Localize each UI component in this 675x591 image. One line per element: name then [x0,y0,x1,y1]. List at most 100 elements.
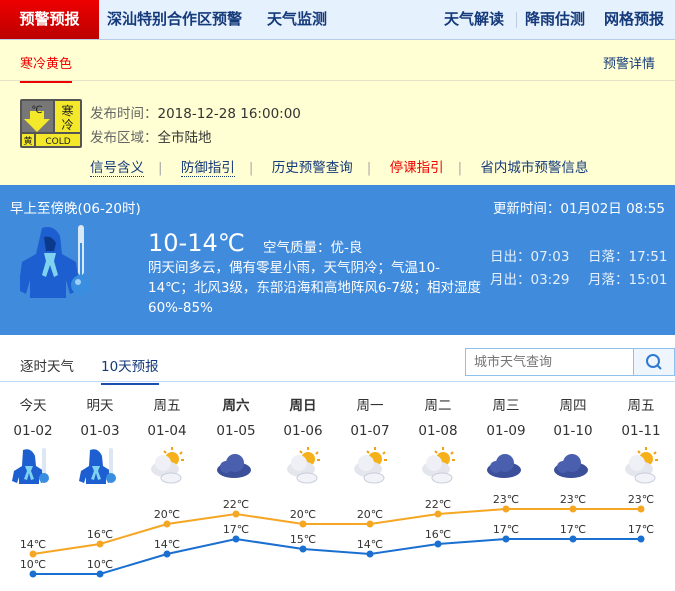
search-button[interactable] [633,349,674,375]
sunrise: 日出：07:03 [490,249,570,265]
day-name: 周三 [492,398,520,414]
day-name: 周二 [424,398,452,414]
city-search [465,348,675,376]
low-temp-label: 17℃ [560,523,586,536]
low-temp-line [33,537,641,575]
sunset: 日落：17:51 [588,249,668,265]
high-temp-point [502,505,510,513]
day-date: 01-06 [283,423,323,439]
cloudy-icon [554,454,588,478]
top-nav: 预警预报 深汕特别合作区预警 天气监测 天气解读 降雨估测 网格预报 [0,0,675,40]
high-temp-label: 23℃ [628,493,654,506]
low-temp-label: 14℃ [154,538,180,551]
low-temp-point [434,540,442,548]
badge-english: COLD [45,137,70,147]
low-temp-point [569,535,577,543]
current-temp: 10-14℃ [148,229,245,257]
search-icon [646,354,662,370]
nav-grid-forecast[interactable]: 网格预报 [604,10,665,28]
high-temp-label: 14℃ [20,538,46,551]
day-date: 01-10 [553,423,593,439]
divider [516,12,517,28]
nav-warning-forecast[interactable]: 预警预报 [0,0,99,39]
warning-tab-row: 寒冷黄色 预警详情 [0,40,675,83]
low-temp-label: 17℃ [223,523,249,536]
low-temp-label: 16℃ [425,528,451,541]
high-temp-label: 20℃ [290,508,316,521]
warning-detail-link[interactable]: 预警详情 [602,57,655,72]
high-temp-point [299,520,307,528]
low-temp-point [232,535,240,543]
weather-description: 阴天间多云，偶有零星小雨，天气阴冷；气温10-14℃；北风3级，东部沿海和高地阵… [148,260,481,316]
high-temp-point [434,510,442,518]
badge-level: 黄 [23,135,32,147]
high-temp-label: 22℃ [223,498,249,511]
low-temp-label: 17℃ [493,523,519,536]
high-temp-label: 20℃ [357,508,383,521]
high-temp-label: 20℃ [154,508,180,521]
high-temp-label: 23℃ [560,493,586,506]
partly-cloudy-icon [422,447,455,484]
link-class-suspension[interactable]: 停课指引 [389,160,444,176]
day-name: 周五 [153,398,181,414]
low-temp-point [163,550,171,558]
low-temp-label: 17℃ [628,523,654,536]
day-name: 周一 [356,398,384,414]
high-temp-point [232,510,240,518]
cloudy-icon [217,454,251,478]
badge-char2: 冷 [61,118,73,132]
forecast-period: 早上至傍晚(06-20时) [10,201,141,217]
moonrise: 月出：03:29 [490,272,570,288]
high-temp-point [29,550,37,558]
partly-cloudy-icon [625,447,658,484]
low-temp-point [96,570,104,578]
high-temp-point [637,505,645,513]
low-temp-label: 10℃ [20,558,46,571]
low-temp-point [637,535,645,543]
tab-cold-yellow[interactable]: 寒冷黄色 [20,53,73,83]
city-search-input[interactable] [466,349,633,375]
cold-warning-badge-icon: ℃ 寒 冷 黄 COLD [20,99,82,148]
link-defense-guide[interactable]: 防御指引 [180,160,235,177]
day-name: 周五 [627,398,655,414]
day-name: 明天 [86,398,114,414]
high-temp-point [163,520,171,528]
moonset: 月落：15:01 [588,272,668,288]
low-temp-point [29,570,37,578]
nav-weather-analysis[interactable]: 天气解读 [444,10,505,28]
day-name: 周日 [289,398,317,414]
day-name: 周四 [559,398,587,414]
link-signal-meaning[interactable]: 信号含义 [90,160,144,177]
link-history-query[interactable]: 历史预警查询 [271,160,353,176]
nav-rain-estimate[interactable]: 降雨估测 [525,10,586,28]
partly-cloudy-icon [151,447,184,484]
day-date: 01-08 [418,423,458,439]
low-temp-label: 15℃ [290,533,316,546]
nav-weather-monitor[interactable]: 天气监测 [267,10,328,28]
tab-10day[interactable]: 10天预报 [101,355,159,385]
day-date: 01-11 [621,423,661,439]
day-date: 01-04 [147,423,187,439]
day-date: 01-09 [486,423,526,439]
badge-char1: 寒 [61,103,73,118]
current-weather-panel: 早上至傍晚(06-20时) 更新时间：01月02日 08:55 10-14℃ 空… [0,185,675,335]
nav-shenshan-warning[interactable]: 深汕特别合作区预警 [107,10,243,28]
high-temp-label: 22℃ [425,498,451,511]
cold-icon [79,448,116,484]
link-province-warnings[interactable]: 省内城市预警信息 [480,160,589,176]
high-temp-point [569,505,577,513]
low-temp-point [366,550,374,558]
day-date: 01-03 [80,423,120,439]
partly-cloudy-icon [287,447,320,484]
high-temp-label: 23℃ [493,493,519,506]
low-temp-label: 10℃ [87,558,113,571]
warning-links: 信号含义 | 防御指引 | 历史预警查询 | 停课指引 | 省内城市预警信息 [90,160,589,177]
day-name: 今天 [19,398,47,414]
partly-cloudy-icon [354,447,387,484]
cold-icon [12,448,49,484]
issue-area: 发布区域：全市陆地 [90,130,212,146]
tab-hourly[interactable]: 逐时天气 [20,359,74,375]
temperature-chart: 14℃ 16℃ 20℃ 22℃ 20℃ 20℃ 22℃ 23℃ 23℃ 23℃ 10℃ 10℃ 14℃ 1… [20,493,654,578]
day-date: 01-02 [13,423,53,439]
low-temp-point [299,545,307,553]
